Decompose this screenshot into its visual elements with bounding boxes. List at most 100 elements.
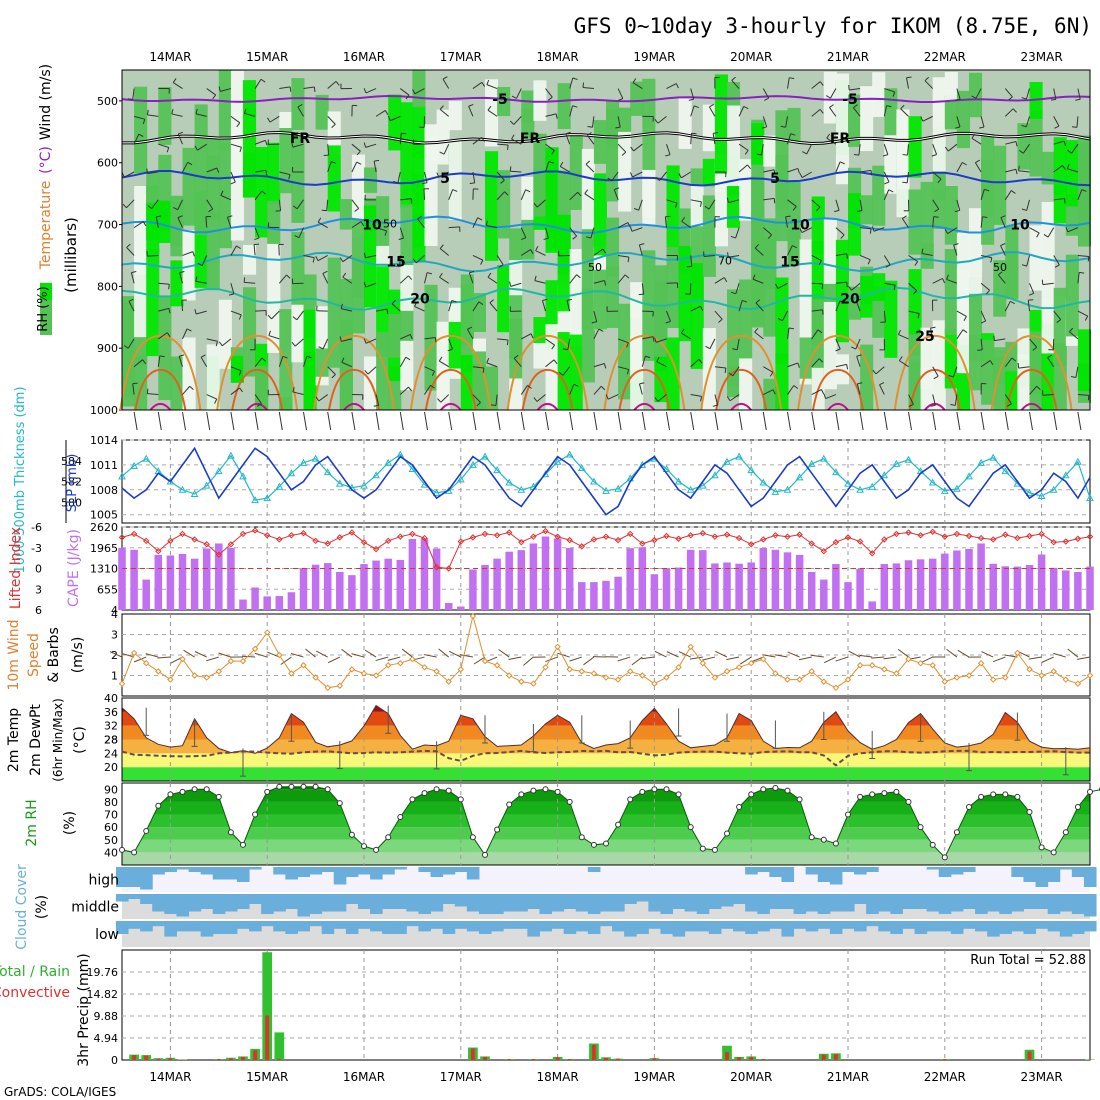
top-date-label: 17MAR <box>440 50 482 64</box>
cape-bar <box>674 567 683 610</box>
wind-barb-flag <box>897 329 901 335</box>
rh-cell <box>908 116 922 178</box>
wind-barb-flag <box>879 382 885 386</box>
wind-barb-flag <box>521 237 527 241</box>
wind-barb <box>835 227 845 236</box>
wind-barb <box>545 227 549 239</box>
rh2m-point <box>385 834 392 841</box>
wind10-barb <box>835 656 849 662</box>
cape-bar <box>965 548 973 610</box>
wind-barb-flag <box>159 355 165 358</box>
wind-barb-flag <box>339 257 344 262</box>
rh-cell <box>642 78 656 170</box>
wind-barb <box>230 115 241 124</box>
lifted-point <box>1026 532 1033 540</box>
rh2m-tick: 60 <box>104 821 118 834</box>
wind-barb-flag <box>898 356 903 361</box>
surface-barb <box>206 411 211 431</box>
wind-barb <box>472 301 480 312</box>
rh-cell <box>569 249 583 348</box>
wind-barb <box>1004 108 1014 117</box>
wind-barb-flag <box>216 167 220 173</box>
wind-barb <box>195 280 207 284</box>
cloud-cell <box>1011 921 1024 932</box>
wind-barb-flag <box>142 221 147 227</box>
wind-barb <box>326 199 329 211</box>
rh-cell <box>1065 254 1079 337</box>
rh2m-point <box>312 783 319 790</box>
rh-cell <box>896 109 910 218</box>
wind10-barb <box>617 656 631 662</box>
wind-barb <box>414 305 425 312</box>
wind-barb <box>907 144 909 156</box>
wind-barb-flag <box>220 190 224 196</box>
cloud-cell <box>1023 867 1037 882</box>
wind-barb-flag <box>322 270 328 274</box>
cloud-cell <box>987 894 1000 912</box>
precip-conv-bar <box>555 1057 560 1060</box>
wind-barb-flag <box>156 215 162 218</box>
cloud-cell <box>1047 894 1061 914</box>
wind-barb <box>1029 385 1038 395</box>
wind-barb-flag <box>547 96 553 101</box>
rh2m-point <box>1026 809 1033 816</box>
cape-bar <box>227 547 235 610</box>
wind-speed-point <box>808 668 815 675</box>
cloud-cell <box>539 921 553 932</box>
wind-barb <box>566 300 571 312</box>
wind-barb-flag <box>792 245 797 249</box>
wind-barb <box>417 218 425 228</box>
cloud-cell <box>926 921 940 932</box>
wind-barb <box>884 282 896 286</box>
wind-barb <box>638 199 643 211</box>
wind-barb <box>510 282 522 287</box>
wind-barb-flag <box>857 210 863 212</box>
wind-barb-flag <box>921 248 924 254</box>
wind-barb-flag <box>478 301 484 306</box>
wind-barb-flag <box>816 206 821 212</box>
rh-cell <box>376 332 390 410</box>
lifted-point <box>167 537 174 545</box>
cloud-cell <box>781 867 795 882</box>
wind-barb <box>1026 199 1030 211</box>
wind-barb <box>541 300 546 312</box>
rh-cell <box>823 301 837 390</box>
wind-barb <box>883 189 890 201</box>
thickness-point <box>190 489 199 497</box>
rh-cell <box>1005 250 1019 298</box>
wind-barb <box>534 280 546 284</box>
wind-barb-flag <box>177 215 183 219</box>
cloud-cell <box>115 867 129 887</box>
wind-barb-flag <box>709 104 715 108</box>
wind-barb <box>754 247 764 256</box>
rh2m-point <box>711 846 718 853</box>
thickness-point <box>614 484 622 492</box>
rh2m-tick: 80 <box>104 796 118 809</box>
wind-barb <box>569 227 578 237</box>
cloud-cell <box>805 921 819 932</box>
wind10-barb <box>194 651 207 658</box>
wind-barb-flag <box>630 146 635 152</box>
wind-speed-point <box>348 666 356 673</box>
wind-speed-point <box>796 676 803 683</box>
wind-barb-flag <box>409 334 413 340</box>
cloud-cell <box>733 921 746 932</box>
rh2m-point <box>1074 803 1081 810</box>
cape-bar <box>989 563 997 610</box>
rh-cell <box>1053 185 1067 224</box>
wind-barb-flag <box>585 236 591 239</box>
wind-barb-flag <box>675 83 679 89</box>
wind-barb <box>835 199 840 211</box>
wind-speed-point <box>626 668 634 675</box>
wind-barb <box>617 116 621 128</box>
wind-barb-flag <box>166 147 170 153</box>
wind-barb-flag <box>741 300 748 303</box>
wind-barb-flag <box>550 150 555 155</box>
warm-contour <box>730 402 752 411</box>
wind-barb-flag <box>530 249 534 255</box>
wind-barb-flag <box>821 389 825 395</box>
wind-barb-flag <box>754 327 759 333</box>
wind10-barb <box>859 654 873 658</box>
cape-bar <box>590 582 598 610</box>
cloud-cell <box>503 921 516 929</box>
